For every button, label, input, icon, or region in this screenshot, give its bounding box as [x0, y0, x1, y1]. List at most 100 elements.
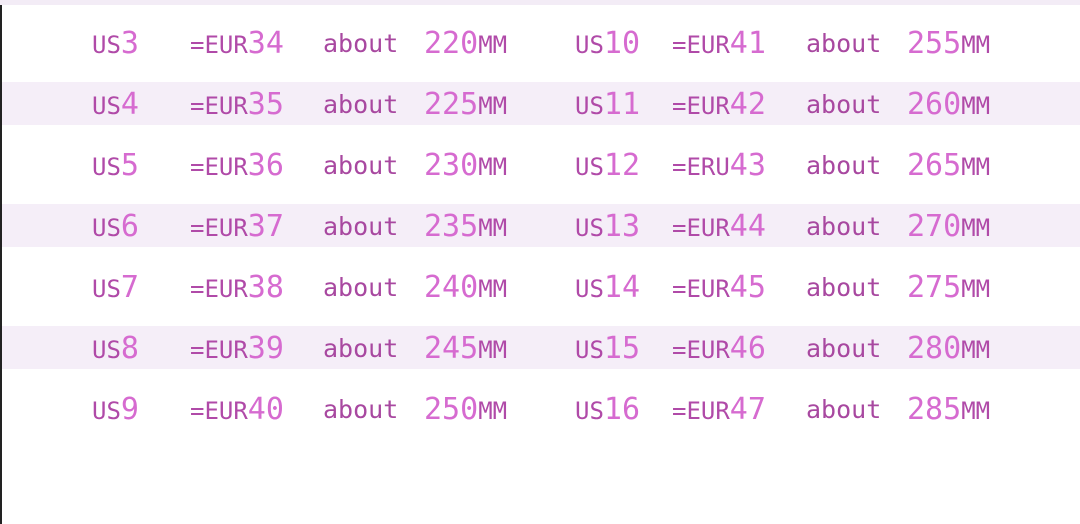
about-label: about	[806, 212, 882, 241]
us-number: 14	[603, 270, 641, 305]
us-number: 13	[603, 209, 641, 244]
eu-number: 46	[729, 331, 766, 366]
mm-unit: MM	[478, 31, 508, 59]
us-prefix: US	[92, 275, 121, 303]
size-row: US12 =ERU43 about 265MM	[0, 135, 1080, 196]
size-row: US11 =EUR42 about 260MM	[0, 74, 1080, 135]
eu-size: =EUR46	[672, 318, 766, 379]
about-label: about	[323, 29, 399, 58]
size-row: US13 =EUR44 about 270MM	[0, 196, 1080, 257]
about-label: about	[806, 395, 882, 424]
about-label: about	[806, 29, 882, 58]
mm-unit: MM	[961, 153, 991, 181]
mm-number: 280	[907, 331, 962, 366]
foot-length: 250MM	[424, 379, 507, 440]
us-size: US16	[575, 379, 640, 440]
us-size: US9	[92, 379, 139, 440]
mm-number: 285	[907, 392, 962, 427]
foot-length: 240MM	[424, 257, 507, 318]
us-number: 6	[120, 209, 139, 244]
us-number: 5	[120, 148, 139, 183]
us-number: 15	[603, 331, 641, 366]
mm-unit: MM	[478, 275, 508, 303]
us-prefix: US	[92, 92, 121, 120]
eu-size: =EUR34	[190, 13, 284, 74]
size-row: US7 =EUR38 about 240MM	[0, 257, 1080, 318]
eu-number: 43	[729, 148, 766, 183]
mm-number: 240	[424, 270, 479, 305]
size-row: US3 =EUR34 about 220MM	[0, 13, 1080, 74]
us-prefix: US	[575, 397, 604, 425]
eu-prefix: =ERU	[672, 153, 730, 181]
us-size: US3	[92, 13, 139, 74]
us-prefix: US	[575, 275, 604, 303]
about-label: about	[323, 90, 399, 119]
mm-number: 260	[907, 87, 962, 122]
eu-size: =EUR35	[190, 74, 284, 135]
eu-size: =EUR36	[190, 135, 284, 196]
eu-number: 45	[729, 270, 766, 305]
eu-number: 34	[247, 26, 284, 61]
mm-unit: MM	[961, 275, 991, 303]
eu-prefix: =EUR	[672, 31, 730, 59]
mm-number: 275	[907, 270, 962, 305]
us-size: US5	[92, 135, 139, 196]
eu-number: 39	[247, 331, 284, 366]
about-label: about	[806, 273, 882, 302]
mm-number: 270	[907, 209, 962, 244]
top-band	[0, 0, 1080, 5]
us-prefix: US	[575, 92, 604, 120]
left-border	[0, 5, 2, 524]
eu-prefix: =EUR	[190, 214, 248, 242]
mm-unit: MM	[478, 214, 508, 242]
foot-length: 235MM	[424, 196, 507, 257]
eu-prefix: =EUR	[672, 214, 730, 242]
eu-size: =EUR39	[190, 318, 284, 379]
mm-unit: MM	[478, 397, 508, 425]
foot-length: 255MM	[907, 13, 990, 74]
about-label: about	[323, 273, 399, 302]
us-prefix: US	[92, 153, 121, 181]
mm-number: 220	[424, 26, 479, 61]
foot-length: 260MM	[907, 74, 990, 135]
eu-number: 35	[247, 87, 284, 122]
mm-unit: MM	[961, 92, 991, 120]
us-prefix: US	[92, 214, 121, 242]
size-row: US10 =EUR41 about 255MM	[0, 13, 1080, 74]
size-row: US8 =EUR39 about 245MM	[0, 318, 1080, 379]
foot-length: 270MM	[907, 196, 990, 257]
us-size: US8	[92, 318, 139, 379]
us-size: US10	[575, 13, 640, 74]
mm-number: 265	[907, 148, 962, 183]
size-row: US5 =EUR36 about 230MM	[0, 135, 1080, 196]
eu-size: =EUR44	[672, 196, 766, 257]
mm-number: 245	[424, 331, 479, 366]
mm-unit: MM	[478, 92, 508, 120]
mm-number: 235	[424, 209, 479, 244]
us-number: 11	[603, 87, 641, 122]
row-stripe	[2, 326, 1080, 369]
eu-prefix: =EUR	[190, 397, 248, 425]
eu-prefix: =EUR	[190, 153, 248, 181]
about-label: about	[323, 151, 399, 180]
eu-number: 42	[729, 87, 766, 122]
about-label: about	[806, 90, 882, 119]
mm-unit: MM	[961, 336, 991, 364]
us-size: US7	[92, 257, 139, 318]
size-row: US14 =EUR45 about 275MM	[0, 257, 1080, 318]
us-prefix: US	[575, 153, 604, 181]
size-row: US6 =EUR37 about 235MM	[0, 196, 1080, 257]
eu-number: 44	[729, 209, 766, 244]
foot-length: 225MM	[424, 74, 507, 135]
mm-unit: MM	[478, 336, 508, 364]
eu-prefix: =EUR	[190, 336, 248, 364]
us-prefix: US	[575, 336, 604, 364]
about-label: about	[806, 151, 882, 180]
eu-size: =EUR42	[672, 74, 766, 135]
mm-number: 225	[424, 87, 479, 122]
size-row: US16 =EUR47 about 285MM	[0, 379, 1080, 440]
eu-number: 38	[247, 270, 284, 305]
about-label: about	[806, 334, 882, 363]
eu-prefix: =EUR	[672, 92, 730, 120]
size-row: US9 =EUR40 about 250MM	[0, 379, 1080, 440]
